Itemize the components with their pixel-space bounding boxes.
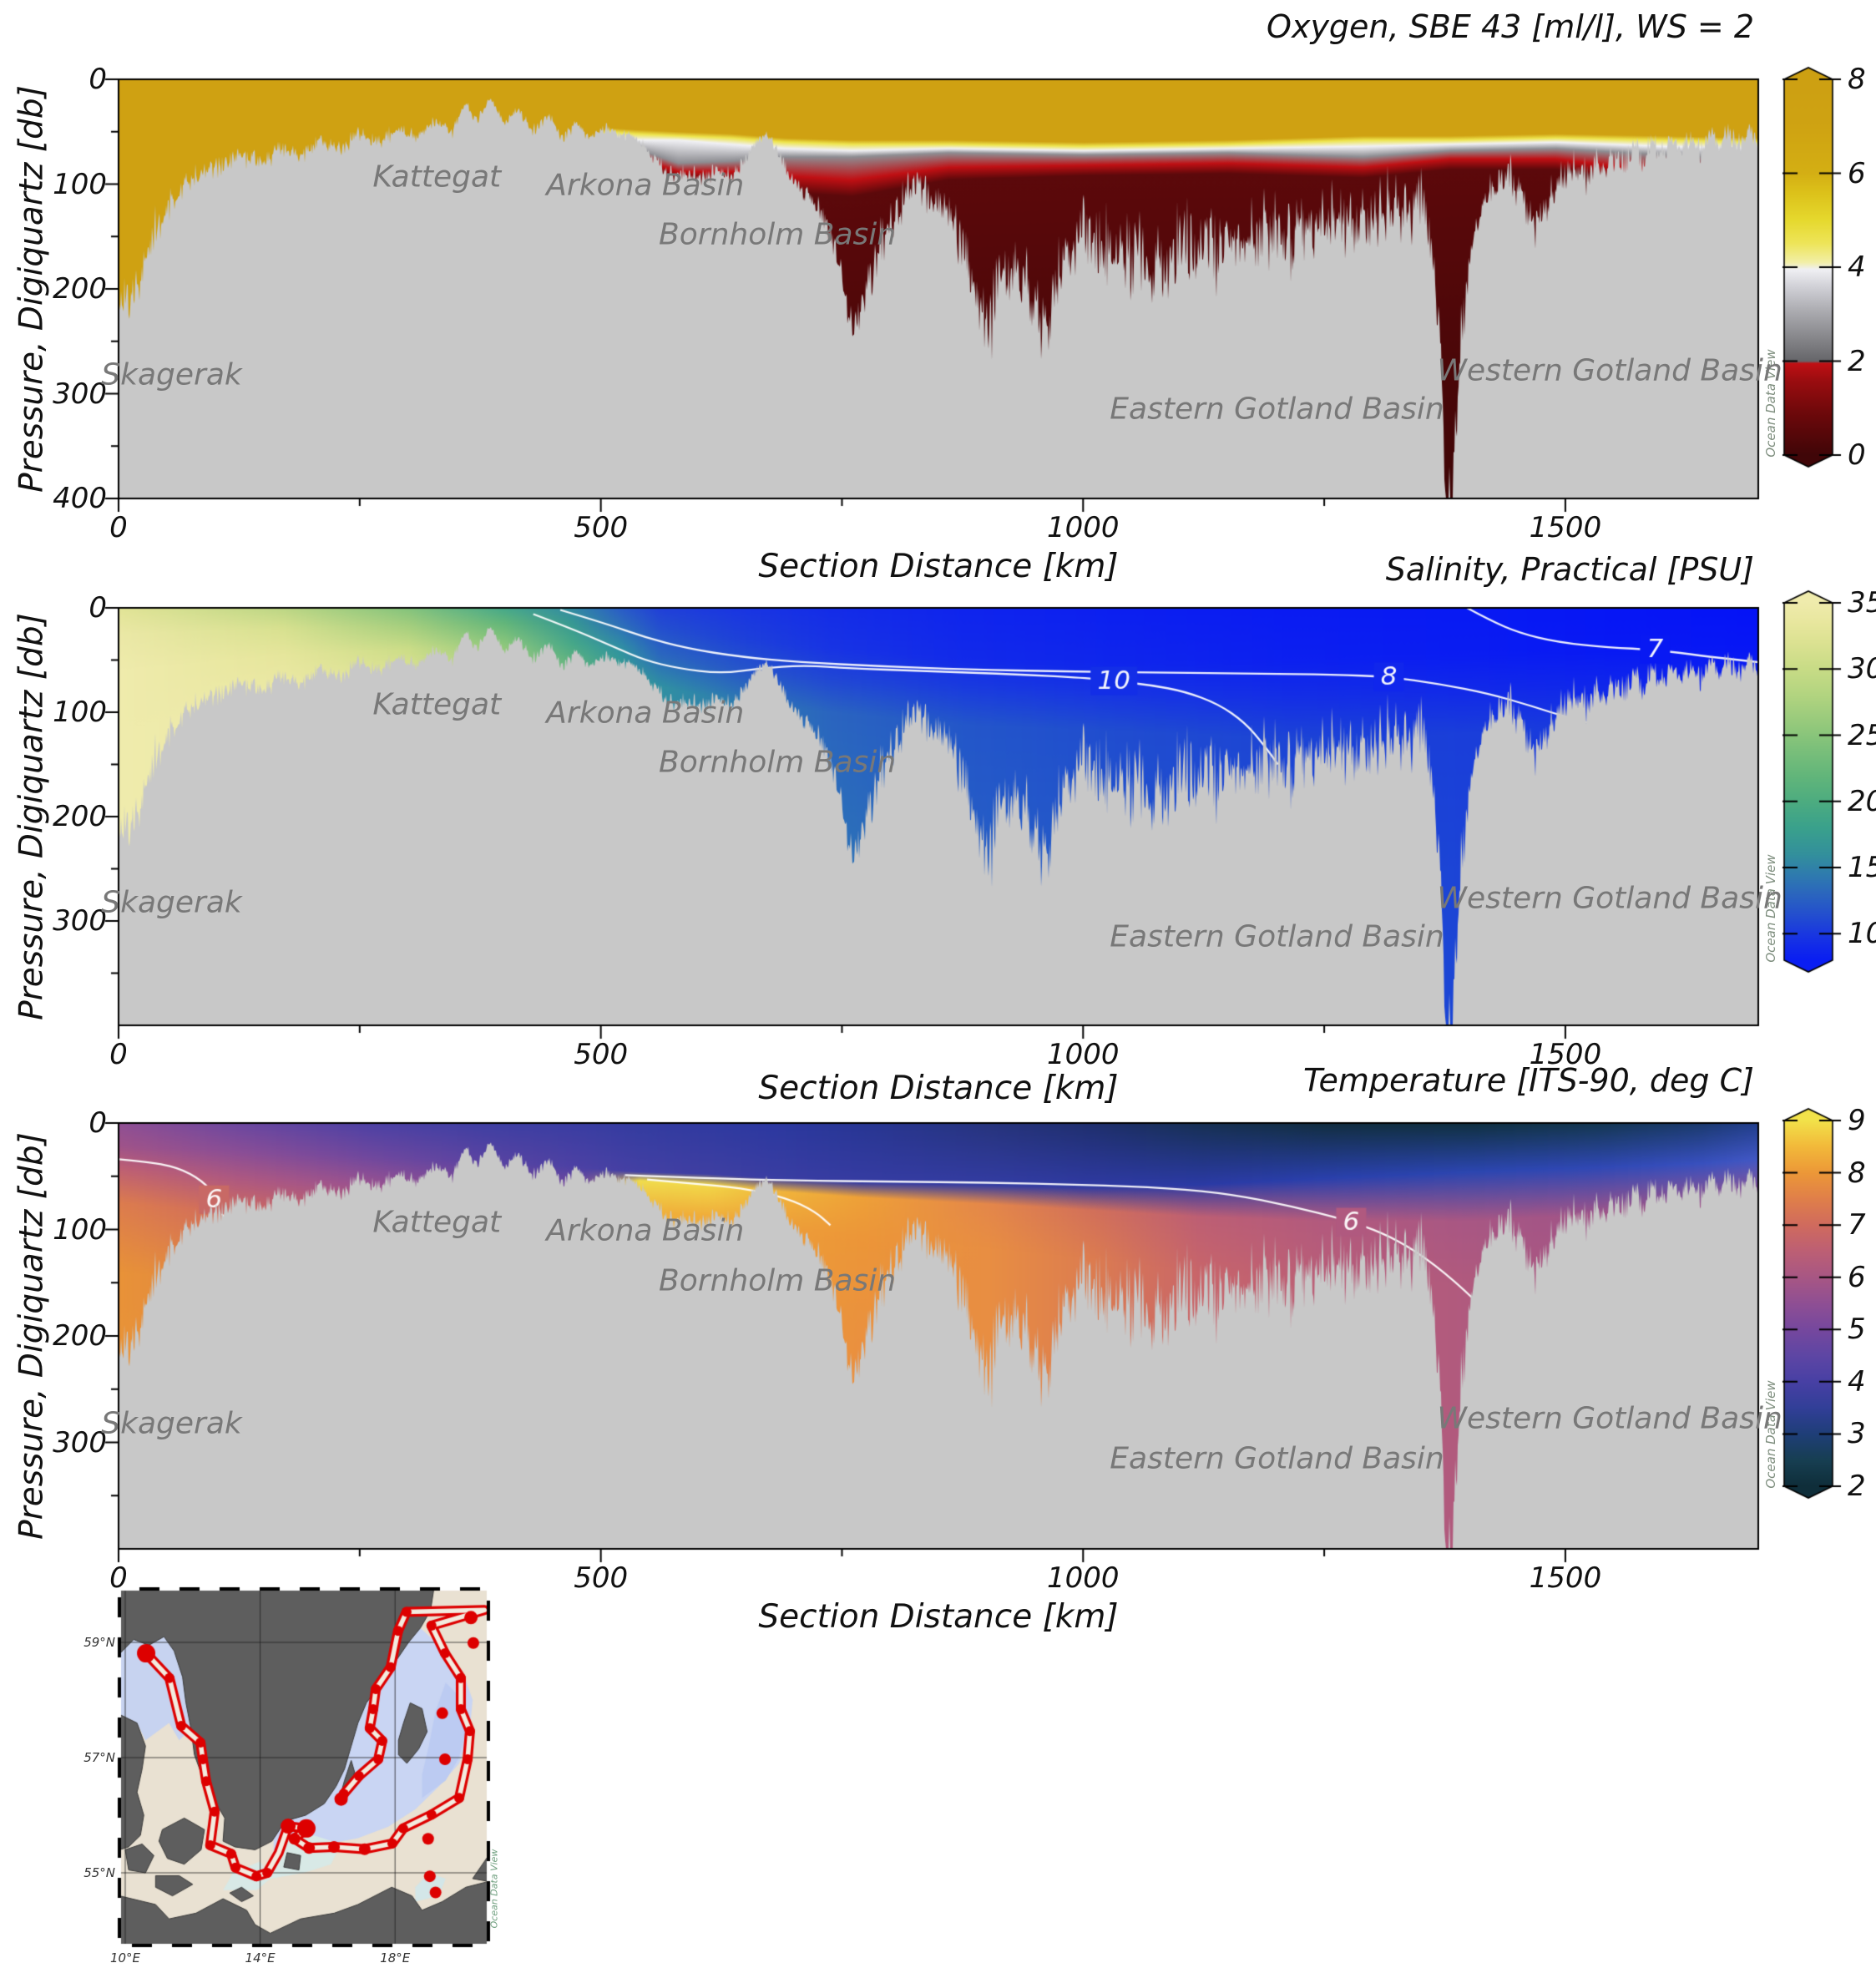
y-tick-label: 200 [53,272,107,306]
map-lon-label: 18°E [380,1950,411,1963]
y-tick-label: 300 [53,1425,107,1460]
colorbar-tick-label: 7 [1848,1208,1866,1242]
colorbar-tick-label: 5 [1848,1313,1866,1347]
x-tick-label: 0 [109,1038,128,1071]
region-label-eastern-gotland-basin: Eastern Gotland Basin [1110,392,1444,427]
x-tick-label: 1000 [1047,1561,1120,1595]
colorbar-tick-label: 10 [1848,917,1876,951]
y-axis-label-salinity: Pressure, Digiquartz [db] [13,613,51,1020]
x-tick-label: 500 [574,1561,629,1595]
colorbar-tick-label: 4 [1848,1364,1866,1399]
region-label-skagerak: Skagerak [101,357,242,392]
y-tick-label: 200 [53,800,107,833]
y-tick-label: 100 [53,167,107,201]
y-tick-label: 300 [53,377,107,411]
region-label-skagerak: Skagerak [101,885,242,919]
x-axis-label-3: Section Distance [km] [758,1598,1119,1636]
x-tick-label: 0 [109,1561,128,1595]
x-axis-label-2: Section Distance [km] [758,1070,1119,1107]
y-tick-label: 300 [53,904,107,938]
map-lat-label: 55°N [83,1865,115,1880]
region-label-western-gotland-basin: Western Gotland Basin [1437,353,1782,388]
x-tick-label: 0 [109,511,128,544]
colorbar-tick-label: 35 [1848,586,1876,620]
region-label-arkona-basin: Arkona Basin [546,168,745,203]
colorbar-tick-label: 2 [1848,1470,1866,1503]
x-tick-label: 500 [574,1038,629,1071]
region-label-arkona-basin: Arkona Basin [546,1213,745,1248]
region-label-bornholm-basin: Bornholm Basin [659,745,897,780]
region-label-kattegat: Kattegat [372,687,502,722]
colorbar-tick-label: 6 [1848,156,1866,190]
colorbar-tick-label: 15 [1848,851,1876,885]
colorbar-tick-label: 3 [1848,1417,1866,1451]
y-tick-label: 100 [53,696,107,729]
y-tick-label: 0 [88,1106,107,1140]
panel-title-salinity: Salinity, Practical [PSU] [1385,551,1754,588]
map-lat-label: 59°N [83,1635,115,1650]
colorbar-tick-label: 25 [1848,718,1876,752]
colorbar-tick-label: 4 [1848,250,1866,284]
region-label-eastern-gotland-basin: Eastern Gotland Basin [1110,919,1444,954]
x-tick-label: 1000 [1047,1038,1120,1071]
map-lon-label: 10°E [109,1950,141,1963]
map-lon-label: 14°E [245,1950,276,1963]
colorbar-tick-label: 9 [1848,1104,1866,1137]
x-tick-label: 1000 [1047,511,1120,544]
colorbar-tick-label: 30 [1848,652,1876,686]
panel-title-oxygen: Oxygen, SBE 43 [ml/l], WS = 2 [1267,8,1754,45]
x-tick-label: 500 [574,511,629,544]
region-label-bornholm-basin: Bornholm Basin [659,1263,897,1298]
region-label-bornholm-basin: Bornholm Basin [659,217,897,252]
x-tick-label: 1500 [1529,1038,1602,1071]
x-tick-label: 1500 [1529,1561,1602,1595]
region-label-kattegat: Kattegat [372,1205,502,1240]
y-axis-label-oxygen: Pressure, Digiquartz [db] [13,85,51,493]
region-label-kattegat: Kattegat [372,159,502,195]
region-label-western-gotland-basin: Western Gotland Basin [1437,1401,1782,1436]
y-tick-label: 100 [53,1212,107,1247]
region-label-skagerak: Skagerak [101,1406,242,1441]
panel-title-temperature: Temperature [ITS-90, deg C] [1302,1062,1754,1099]
y-tick-label: 0 [88,591,107,625]
y-tick-label: 200 [53,1319,107,1353]
region-label-western-gotland-basin: Western Gotland Basin [1437,881,1782,915]
y-tick-label: 400 [53,482,107,515]
y-axis-label-temperature: Pressure, Digiquartz [db] [13,1132,51,1540]
colorbar-tick-label: 0 [1848,438,1866,472]
colorbar-tick-label: 8 [1848,63,1866,96]
colorbar-tick-label: 8 [1848,1156,1866,1190]
colorbar-tick-label: 20 [1848,784,1876,818]
map-lat-label: 57°N [83,1750,115,1765]
region-label-arkona-basin: Arkona Basin [546,696,745,731]
region-label-eastern-gotland-basin: Eastern Gotland Basin [1110,1441,1444,1476]
x-tick-label: 1500 [1529,511,1602,544]
x-axis-label-1: Section Distance [km] [758,548,1119,585]
colorbar-tick-label: 6 [1848,1260,1866,1294]
odv-credit-map: Ocean Data View [488,1849,500,1929]
colorbar-tick-label: 2 [1848,344,1866,378]
y-tick-label: 0 [88,63,107,96]
